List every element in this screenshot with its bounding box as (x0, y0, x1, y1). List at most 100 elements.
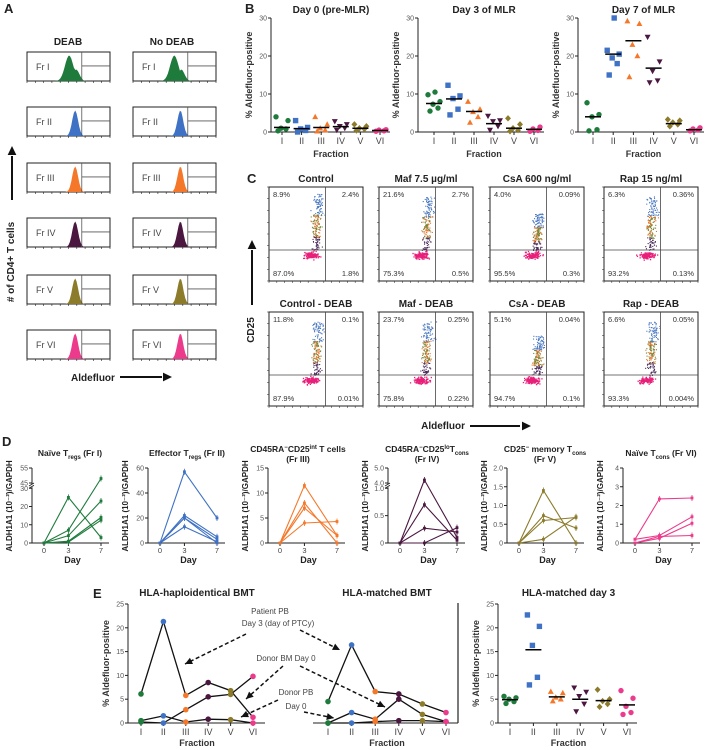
quadrant-value-upper-left: 11.8% (273, 315, 294, 324)
data-point (537, 124, 543, 130)
flow-event (539, 353, 541, 355)
flow-event (425, 215, 427, 217)
flow-event (320, 355, 322, 357)
flow-event (653, 341, 655, 343)
flow-event (425, 253, 427, 255)
flow-event (428, 201, 430, 203)
x-tick-label: 7 (99, 546, 103, 555)
flow-event (531, 257, 533, 259)
flow-event (417, 254, 419, 256)
flow-event (318, 326, 320, 328)
flow-event (650, 379, 652, 381)
flow-event (533, 253, 535, 256)
flow-event (314, 378, 316, 380)
flow-event (429, 334, 431, 336)
flow-event (422, 255, 424, 257)
flow-event (538, 228, 540, 230)
title-segment: (Fr II) (201, 448, 225, 458)
flow-event (315, 326, 317, 328)
flow-event (422, 346, 424, 348)
flow-event (533, 240, 535, 242)
flow-event (653, 257, 655, 259)
flow-event (320, 202, 322, 204)
flow-event (315, 200, 317, 202)
flow-event (422, 239, 424, 241)
histogram-plot: Fr VI (26, 329, 111, 361)
flow-event (429, 211, 431, 213)
flow-event (535, 355, 537, 357)
flow-event (652, 363, 654, 365)
flow-event (430, 321, 432, 323)
flow-event (427, 198, 429, 200)
flow-plot-title: CsA 600 ng/ml (503, 174, 572, 185)
flow-event (542, 216, 544, 218)
flow-event (528, 376, 531, 378)
flow-event (540, 345, 542, 347)
flow-event (652, 239, 654, 241)
data-point (183, 719, 189, 725)
flow-event (319, 371, 321, 373)
flow-event (316, 345, 318, 347)
flow-event (316, 239, 318, 241)
series-line (43, 500, 102, 544)
flow-event (426, 237, 428, 239)
flow-event (421, 377, 423, 379)
flow-event (653, 332, 655, 334)
flow-event (652, 364, 654, 366)
flow-event (428, 367, 430, 369)
y-tick-label: 25 (116, 602, 124, 609)
flow-event (536, 380, 538, 382)
title-segment: (Fr IV) (415, 454, 440, 464)
flow-event (312, 256, 314, 258)
flow-event (649, 322, 651, 324)
flow-event (539, 371, 541, 373)
flow-event (317, 221, 319, 223)
flow-event (534, 364, 536, 366)
flow-event (425, 340, 427, 342)
flow-event (323, 331, 325, 333)
flow-event (318, 351, 320, 353)
flow-event (535, 256, 537, 259)
flow-event (313, 365, 315, 367)
flow-event (652, 229, 654, 231)
flow-event (539, 358, 541, 360)
flow-event (432, 327, 434, 329)
flow-event (421, 256, 424, 259)
flow-event (316, 351, 318, 353)
annotation-label: Day 0 (286, 702, 307, 711)
flow-event (426, 242, 428, 244)
flow-event (645, 377, 647, 379)
flow-event (316, 203, 318, 205)
flow-event (424, 247, 426, 249)
data-point (205, 694, 211, 700)
flow-event (430, 339, 432, 341)
flow-event (321, 369, 323, 371)
data-point (348, 709, 355, 716)
flow-event (318, 211, 320, 213)
flow-event (425, 219, 427, 221)
flow-event (316, 199, 318, 201)
flow-event (422, 346, 424, 348)
data-point (273, 114, 279, 120)
flow-event (315, 237, 317, 239)
flow-event (318, 229, 320, 231)
data-point (435, 105, 441, 111)
y-tick-label: 4.0 (374, 481, 384, 488)
flow-event (423, 258, 425, 260)
data-point (517, 121, 523, 128)
arrow-head-icon (246, 691, 254, 699)
flow-event (315, 341, 317, 343)
flow-event (420, 379, 422, 381)
flow-event (316, 199, 318, 201)
flow-event (537, 231, 539, 233)
flow-event (649, 358, 651, 360)
flow-event (654, 241, 656, 243)
flow-event (526, 253, 529, 255)
flow-event (314, 215, 316, 217)
flow-event (422, 365, 424, 367)
flow-event (646, 203, 648, 205)
flow-event (534, 254, 536, 256)
flow-event (539, 228, 541, 230)
series-line (279, 484, 338, 544)
flow-event (649, 233, 651, 235)
